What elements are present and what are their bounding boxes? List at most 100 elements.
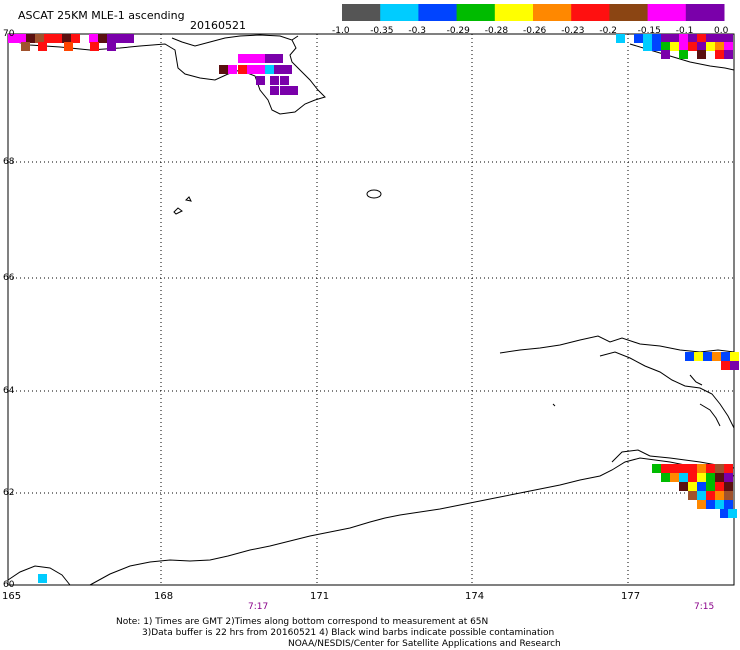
colorbar-label: -1.0 — [332, 26, 350, 36]
lon-label-177: 177 — [621, 591, 641, 602]
swath-cell — [724, 491, 733, 500]
coast-kresta-bay — [599, 351, 735, 429]
swath-cell — [652, 34, 661, 43]
swath-cell — [35, 34, 44, 43]
coast-chaun-bay — [7, 34, 326, 115]
note-line-2: 3)Data buffer is 22 hrs from 20160521 4)… — [142, 628, 555, 638]
swath-cell — [679, 42, 688, 51]
colorbar-swatch — [380, 4, 419, 21]
swath-cell — [247, 65, 256, 74]
colorbar-swatch — [342, 4, 381, 21]
lon-label-174: 174 — [465, 591, 485, 602]
swath-cell — [724, 34, 733, 43]
swath-cell — [697, 50, 706, 59]
swath-cell — [724, 500, 733, 509]
swath-cell — [256, 54, 265, 63]
swath-cell — [116, 34, 125, 43]
swath-cell — [706, 42, 715, 51]
lat-label-66: 66 — [3, 273, 15, 283]
island-c — [184, 196, 192, 202]
swath-cell — [679, 473, 688, 482]
swath-cell — [679, 34, 688, 43]
colorbar-label: -0.1 — [675, 26, 694, 36]
swath-cell — [107, 34, 116, 43]
swath-cell — [706, 491, 715, 500]
swath-cell — [706, 464, 715, 473]
swath-cell — [712, 352, 721, 361]
swath-cell — [62, 34, 71, 43]
swath-cell — [89, 34, 98, 43]
swath-cell — [706, 482, 715, 491]
wind-swaths — [8, 34, 739, 583]
swath-cell — [265, 54, 274, 63]
swath-cell — [679, 464, 688, 473]
swath-cell — [715, 464, 724, 473]
swath-cell — [697, 34, 706, 43]
colorbar-swatch — [571, 4, 610, 21]
colorbar-label: 0.0 — [714, 26, 729, 36]
coast-inlet — [689, 374, 703, 386]
swath-cell — [688, 473, 697, 482]
coast-anadyr-estuary — [611, 449, 651, 463]
swath-cell — [724, 42, 733, 51]
swath-cell — [715, 473, 724, 482]
colorbar-label: -0.23 — [561, 26, 585, 36]
swath-cell — [670, 34, 679, 43]
swath-cell — [688, 464, 697, 473]
swath-cell — [643, 34, 652, 43]
swath-cell — [661, 464, 670, 473]
swath-cell — [661, 50, 670, 59]
swath-cell — [715, 34, 724, 43]
colorbar-label: -0.29 — [446, 26, 470, 36]
coast-chaun-tip — [291, 35, 299, 41]
lon-label-168: 168 — [154, 591, 174, 602]
swath-cell — [688, 482, 697, 491]
lat-label-62: 62 — [3, 488, 15, 498]
swath-cell — [697, 464, 706, 473]
island-b — [173, 207, 183, 215]
swath-cell — [697, 42, 706, 51]
swath-cell — [64, 42, 73, 51]
lat-label-64: 64 — [3, 386, 15, 396]
swath-cell — [274, 65, 283, 74]
chart-title: ASCAT 25KM MLE-1 ascending — [18, 9, 185, 22]
plot-frame — [7, 33, 735, 586]
swath-cell — [256, 76, 265, 85]
swath-cell — [616, 34, 625, 43]
swath-cell — [661, 473, 670, 482]
colorbar-swatch — [647, 4, 687, 21]
swath-cell — [228, 65, 237, 74]
swath-cell — [634, 34, 643, 43]
colorbar-swatch — [533, 4, 572, 21]
swath-cell — [90, 42, 99, 51]
swath-cell — [697, 500, 706, 509]
swath-cell — [703, 352, 712, 361]
colorbar-swatch — [456, 4, 496, 21]
colorbar-swatch — [685, 4, 725, 21]
swath-cell — [21, 42, 30, 51]
swath-cell — [694, 352, 703, 361]
colorbar-label: -0.35 — [370, 26, 394, 36]
swath-cell — [289, 86, 298, 95]
swath-cell — [679, 482, 688, 491]
swath-cell — [688, 42, 697, 51]
swath-cell — [270, 76, 279, 85]
swath-cell — [98, 34, 107, 43]
swath-cell — [730, 352, 739, 361]
note-line-3: NOAA/NESDIS/Center for Satellite Applica… — [288, 639, 561, 649]
swath-cell — [38, 42, 47, 51]
coast-bottom-left — [7, 565, 71, 586]
lat-gridlines — [8, 161, 734, 494]
swath-cell — [724, 464, 733, 473]
swath-cell — [706, 500, 715, 509]
swath-cell — [697, 473, 706, 482]
swath-cell — [715, 500, 724, 509]
swath-cell — [643, 42, 652, 51]
colorbar-label: -0.2 — [599, 26, 617, 36]
chart-date: 20160521 — [190, 19, 246, 32]
time-label-right: 7:15 — [694, 602, 715, 612]
swath-cell — [219, 65, 228, 74]
swath-cell — [721, 361, 730, 370]
time-label-left: 7:17 — [248, 602, 269, 612]
swath-cell — [670, 464, 679, 473]
